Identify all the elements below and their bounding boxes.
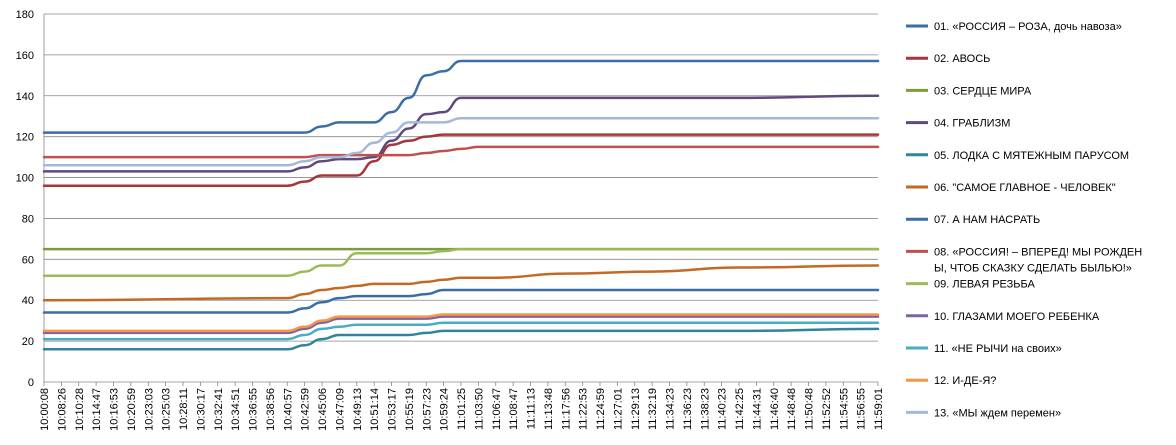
y-tick-label: 120 [16,132,34,144]
legend-entry: 06. "САМОЕ ГЛАВНОЕ - ЧЕЛОВЕК" [934,182,1116,194]
x-tick-label: 10:45:06 [317,388,329,431]
series-lines [42,59,880,351]
x-tick-label: 10:55:19 [404,388,416,431]
x-tick-label: 10:28:11 [178,388,190,430]
legend-entry: 13. «МЫ ждем перемен» [934,407,1061,419]
x-tick-label: 11:08:47 [508,388,520,430]
x-tick-label: 11:29:13 [630,388,642,430]
x-tick-label: 10:40:57 [282,388,294,431]
series-line [42,94,880,173]
series-line [42,288,880,314]
series-line [42,133,880,187]
x-tick-label: 11:48:48 [786,388,798,430]
x-tick-label: 10:34:51 [230,388,242,431]
series-line [42,117,880,167]
series-line [42,315,880,335]
x-tick-label: 10:49:13 [352,388,364,431]
x-tick-label: 11:36:23 [682,388,694,430]
x-tick-label: 11:40:23 [717,388,729,430]
x-tick-label: 10:47:09 [334,388,346,431]
x-tick-label: 10:14:47 [91,388,103,431]
x-tick-label: 11:32:19 [647,388,659,430]
x-tick-label: 10:42:59 [300,388,312,431]
series-line [42,327,880,351]
series-line [42,247,880,277]
x-tick-label: 10:38:56 [265,388,277,431]
x-tick-label: 11:50:48 [804,388,816,430]
x-tick-label: 11:22:53 [578,388,590,430]
legend: 01. «РОССИЯ – РОЗА, дочь навоза» 02. АВОС… [906,21,1142,419]
x-tick-label: 11:42:25 [734,388,746,430]
x-tick-label: 11:46:40 [769,388,781,430]
x-tick-label: 11:34:23 [665,388,677,430]
x-tick-label: 11:01:25 [456,388,468,430]
x-tick-label: 11:38:23 [699,388,711,430]
y-tick-label: 0 [28,377,34,389]
x-tick-label: 10:10:28 [74,388,86,431]
legend-entry: 04. ГРАБЛИЗМ [934,118,1010,130]
x-tick-label: 10:59:24 [439,388,451,431]
x-tick-label: 11:56:55 [856,388,868,430]
x-tick-label: 10:25:03 [161,388,173,431]
legend-entry: 02. АВОСЬ [934,53,990,65]
x-tick-label: 10:32:41 [213,388,225,431]
series-line [42,264,880,302]
gridlines [44,13,878,383]
x-tick-label: 11:03:50 [473,388,485,430]
x-tick-label: 10:16:53 [109,388,121,431]
legend-entry: 03. СЕРДЦЕ МИРА [934,85,1032,97]
x-tick-label: 11:27:01 [612,388,624,430]
legend-entry: 11. «НЕ РЫЧИ на своих» [934,343,1062,355]
x-tick-label: 11:13:48 [543,388,555,430]
y-tick-label: 160 [16,50,34,62]
x-tick-label: 10:36:55 [248,388,260,431]
series-line [42,313,880,333]
x-tick-label: 10:57:23 [421,388,433,431]
y-tick-label: 140 [16,91,34,103]
y-tick-label: 40 [22,295,34,307]
x-tick-label: 11:54:55 [838,388,850,430]
x-tick-label: 10:23:03 [143,388,155,431]
y-tick-label: 100 [16,173,34,185]
y-axis: 0 20 40 60 80 100 120 140 160 180 [16,9,45,389]
x-tick-label: 10:08:26 [56,388,68,431]
y-tick-label: 20 [22,336,34,348]
legend-entry: 08. «РОССИЯ! – ВПЕРЕД! МЫ РОЖДЕН Ы, ЧТОБ … [934,246,1142,274]
x-tick-label: 11:17:56 [560,388,572,430]
series-line [42,59,880,134]
legend-entry: 07. А НАМ НАСРАТЬ [934,214,1040,226]
x-tick-label: 10:30:17 [195,388,207,431]
legend-entry: 12. И-ДЕ-Я? [934,375,996,387]
x-axis: 10:00:08 10:08:26 10:10:28 10:14:47 10:16:53… [39,382,885,431]
x-tick-label: 10:20:59 [126,388,138,431]
x-tick-label: 11:11:13 [526,388,538,429]
legend-entry: 01. «РОССИЯ – РОЗА, дочь навоза» [934,21,1122,33]
y-tick-label: 180 [16,9,34,21]
x-tick-label: 11:44:31 [751,388,763,430]
series-line [42,321,880,341]
x-tick-label: 10:51:14 [369,388,381,431]
y-tick-label: 60 [22,254,34,266]
x-tick-label: 11:52:52 [821,388,833,430]
legend-entry: 05. ЛОДКА С МЯТЕЖНЫМ ПАРУСОМ [934,150,1129,162]
x-tick-label: 11:59:01 [873,388,885,430]
y-tick-label: 80 [22,213,34,225]
x-tick-label: 10:00:08 [39,388,51,431]
x-tick-label: 10:53:17 [387,388,399,431]
legend-entry: 09. ЛЕВАЯ РЕЗЬБА [934,279,1035,291]
legend-entry: 10. ГЛАЗАМИ МОЕГО РЕБЕНКА [934,311,1100,323]
x-tick-label: 11:24:59 [595,388,607,430]
series-line [42,145,880,159]
x-tick-label: 11:06:47 [491,388,503,430]
